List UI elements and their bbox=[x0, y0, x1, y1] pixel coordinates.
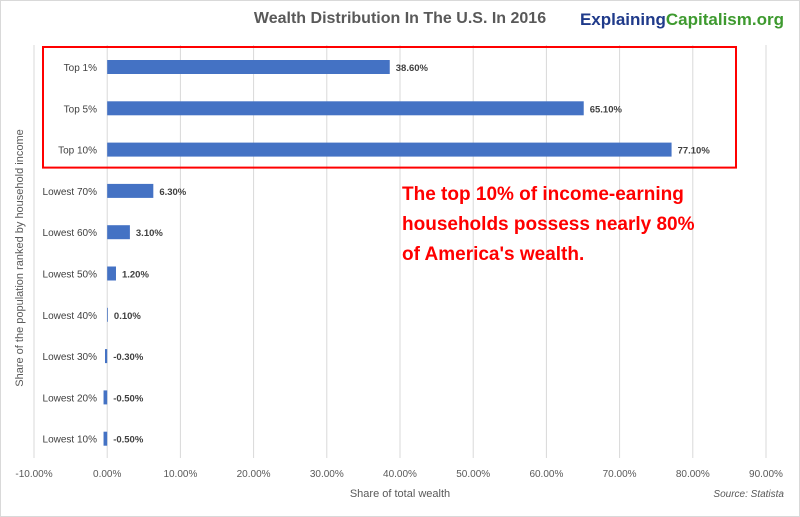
category-label: Top 1% bbox=[64, 63, 97, 74]
x-tick-label: 60.00% bbox=[529, 469, 563, 480]
category-label: Lowest 60% bbox=[43, 228, 98, 239]
data-label: 65.10% bbox=[590, 104, 623, 115]
data-label: 38.60% bbox=[396, 63, 429, 74]
bar bbox=[107, 307, 108, 322]
bar bbox=[103, 431, 108, 446]
data-label: -0.50% bbox=[113, 435, 144, 446]
category-label: Lowest 40% bbox=[43, 311, 98, 322]
category-label: Lowest 50% bbox=[43, 270, 98, 281]
category-label: Top 10% bbox=[58, 146, 97, 157]
bar bbox=[103, 390, 108, 405]
category-label: Lowest 30% bbox=[43, 352, 98, 363]
x-tick-label: 30.00% bbox=[310, 469, 344, 480]
bar bbox=[107, 101, 584, 116]
x-tick-label: 50.00% bbox=[456, 469, 490, 480]
x-tick-label: 40.00% bbox=[383, 469, 417, 480]
category-label: Lowest 20% bbox=[43, 393, 98, 404]
bar bbox=[105, 349, 108, 364]
bar bbox=[107, 60, 390, 74]
x-tick-label: 70.00% bbox=[603, 469, 637, 480]
brand-logo-text: ExplainingCapitalism.org bbox=[580, 10, 784, 30]
x-tick-label: 10.00% bbox=[163, 469, 197, 480]
x-tick-label: 90.00% bbox=[749, 469, 783, 480]
x-axis-label: Share of total wealth bbox=[349, 488, 451, 500]
category-label: Lowest 10% bbox=[43, 435, 98, 446]
highlight-box bbox=[42, 46, 737, 169]
x-tick-label: 0.00% bbox=[93, 469, 121, 480]
brand-part-2: Capitalism.org bbox=[665, 10, 784, 29]
data-label: 1.20% bbox=[122, 270, 149, 281]
category-label: Top 5% bbox=[64, 104, 97, 115]
category-label: Lowest 70% bbox=[43, 187, 98, 198]
bar bbox=[107, 183, 154, 198]
data-label: 6.30% bbox=[159, 187, 186, 198]
source-note: Source: Statista bbox=[713, 489, 784, 500]
data-label: -0.50% bbox=[113, 393, 144, 404]
annotation-text: The top 10% of income-earning households… bbox=[402, 184, 695, 265]
data-label: 0.10% bbox=[114, 311, 141, 322]
chart-title: Wealth Distribution In The U.S. In 2016 bbox=[253, 10, 547, 27]
data-label: 77.10% bbox=[678, 146, 711, 157]
x-tick-label: 80.00% bbox=[676, 469, 710, 480]
bar bbox=[107, 142, 672, 157]
bar bbox=[107, 266, 116, 281]
bar bbox=[107, 225, 130, 240]
brand-part-1: Explaining bbox=[579, 10, 666, 29]
data-label: -0.30% bbox=[113, 352, 144, 363]
x-tick-label: -10.00% bbox=[15, 469, 52, 480]
x-tick-label: 20.00% bbox=[237, 469, 271, 480]
data-label: 3.10% bbox=[136, 228, 163, 239]
